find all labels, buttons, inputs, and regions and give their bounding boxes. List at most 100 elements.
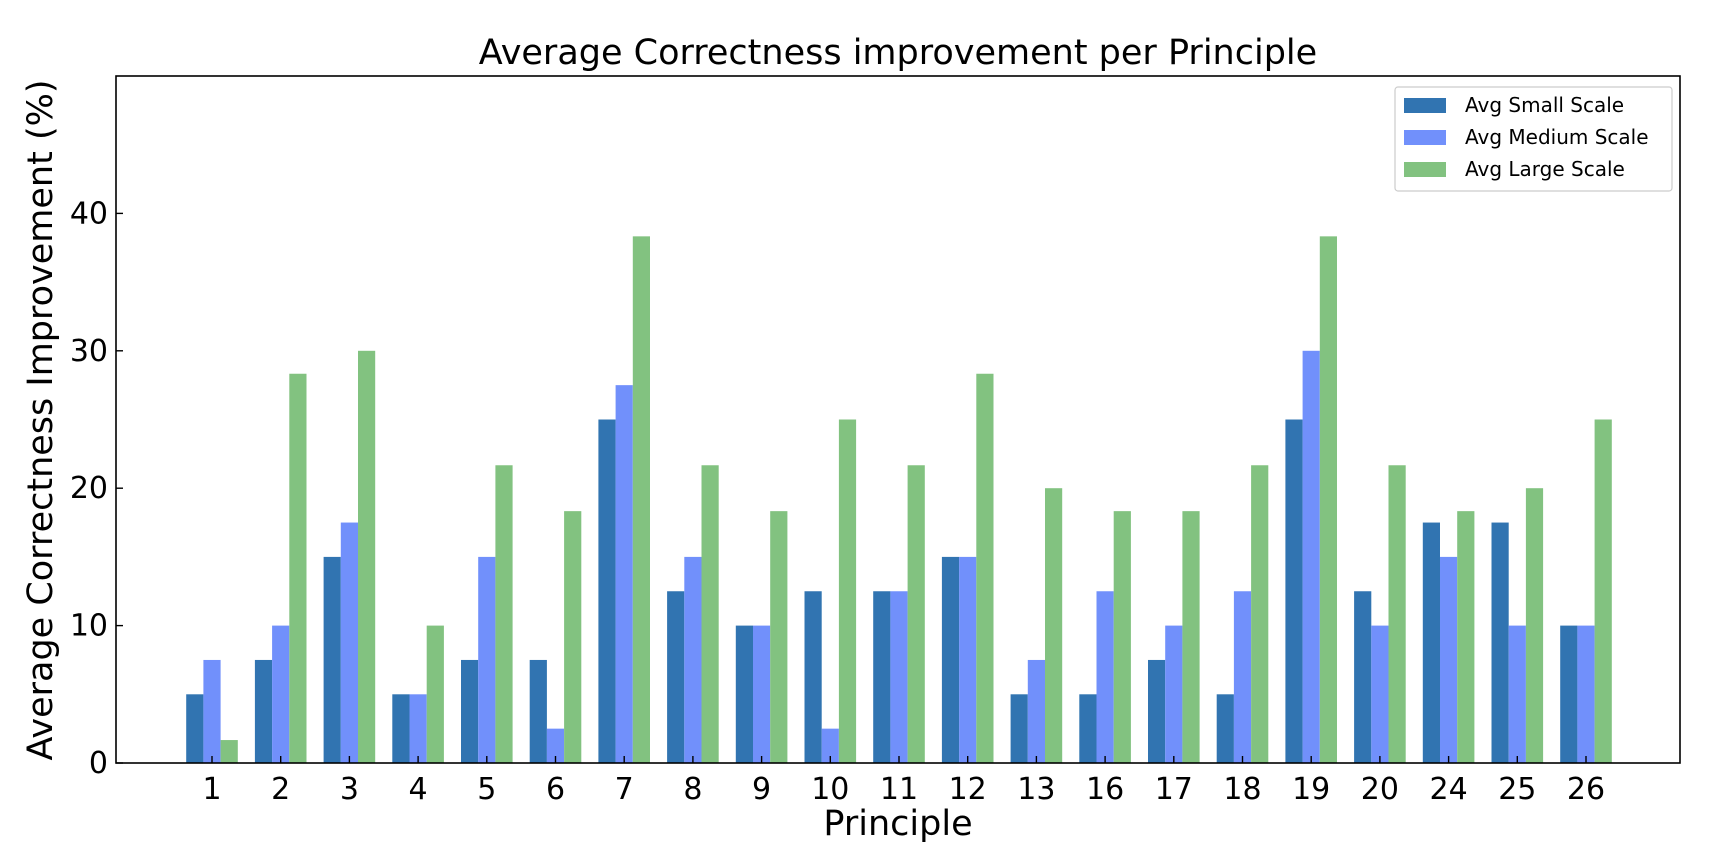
x-tick-label: 18: [1223, 772, 1261, 807]
y-tick-label: 0: [89, 746, 108, 781]
bar-8-series-2: [701, 465, 719, 763]
bar-3-series-2: [358, 350, 376, 763]
x-tick-label: 16: [1086, 772, 1124, 807]
bar-5-series-2: [495, 465, 513, 763]
bar-2-series-1: [272, 625, 290, 763]
bar-7-series-2: [632, 236, 650, 763]
bar-12-series-0: [941, 556, 960, 763]
bar-3-series-1: [340, 522, 358, 763]
bar-24-series-2: [1457, 511, 1475, 763]
bar-8-series-0: [667, 591, 685, 763]
bar-1-series-1: [203, 659, 221, 763]
bar-16-series-1: [1096, 591, 1114, 763]
bar-1-series-0: [186, 694, 204, 763]
y-tick-label: 10: [70, 609, 108, 644]
bar-16-series-2: [1113, 511, 1131, 763]
x-tick-label: 19: [1292, 772, 1330, 807]
legend-box: [1394, 86, 1673, 192]
y-axis-label: Average Correctness Improvement (%): [21, 79, 61, 760]
x-tick-label: 17: [1155, 772, 1193, 807]
bar-19-series-2: [1319, 236, 1337, 763]
y-tick-label: 40: [70, 196, 108, 231]
bar-25-series-2: [1525, 488, 1544, 763]
bar-12-series-2: [976, 373, 994, 763]
bar-19-series-1: [1302, 350, 1320, 763]
bar-11-series-2: [907, 465, 925, 763]
y-tick-label: 20: [70, 471, 108, 506]
bar-2-series-2: [289, 373, 307, 763]
bar-7-series-1: [615, 385, 633, 763]
bar-4-series-0: [392, 694, 410, 763]
x-tick-label: 25: [1498, 772, 1536, 807]
x-tick-label: 24: [1430, 772, 1468, 807]
bar-9-series-1: [753, 625, 771, 763]
x-tick-label: 26: [1567, 772, 1605, 807]
bar-6-series-0: [529, 659, 547, 763]
bars-layer: [186, 236, 1612, 763]
bar-26-series-0: [1560, 625, 1578, 763]
bar-18-series-0: [1216, 694, 1234, 763]
bar-6-series-1: [546, 728, 565, 763]
legend-label: Avg Large Scale: [1465, 157, 1625, 181]
bar-11-series-0: [873, 591, 891, 763]
x-tick-label: 8: [683, 772, 702, 807]
x-tick-label: 20: [1361, 772, 1399, 807]
bar-13-series-2: [1045, 488, 1063, 763]
bar-11-series-1: [890, 591, 908, 763]
x-tick-label: 12: [949, 772, 987, 807]
x-tick-label: 3: [340, 772, 359, 807]
bar-5-series-1: [478, 556, 496, 763]
bar-16-series-0: [1079, 694, 1097, 763]
x-tick-label: 5: [477, 772, 496, 807]
bar-17-series-1: [1165, 625, 1183, 763]
legend: Avg Small Scale Avg Medium Scale Avg Large…: [1394, 86, 1673, 192]
x-tick-label: 2: [271, 772, 290, 807]
bar-3-series-0: [323, 556, 341, 763]
bar-26-series-2: [1594, 419, 1612, 763]
bar-5-series-0: [461, 659, 479, 763]
bar-17-series-2: [1182, 511, 1200, 763]
chart-title: Average Correctness improvement per Prin…: [479, 33, 1317, 73]
bar-19-series-0: [1285, 419, 1303, 763]
bar-20-series-1: [1371, 625, 1389, 763]
x-tick-label: 6: [546, 772, 565, 807]
plot-area-frame: [115, 75, 1681, 764]
bar-24-series-1: [1440, 556, 1458, 763]
bar-8-series-1: [684, 556, 702, 763]
bar-13-series-0: [1010, 694, 1028, 763]
bar-9-series-0: [735, 625, 753, 763]
x-tick-label: 9: [752, 772, 771, 807]
bar-13-series-1: [1027, 659, 1045, 763]
bar-2-series-0: [254, 659, 273, 763]
x-tick-label: 4: [409, 772, 428, 807]
x-tick-label: 7: [615, 772, 634, 807]
bar-17-series-0: [1148, 659, 1166, 763]
bar-25-series-1: [1508, 625, 1526, 763]
legend-label: Avg Small Scale: [1465, 93, 1624, 117]
bar-18-series-1: [1233, 591, 1252, 763]
bar-20-series-2: [1388, 465, 1406, 763]
bar-10-series-0: [804, 591, 822, 763]
legend-swatch: [1404, 130, 1446, 145]
bar-12-series-1: [959, 556, 977, 763]
bar-6-series-2: [564, 511, 582, 763]
legend-swatch: [1404, 98, 1446, 113]
x-tick-label: 10: [811, 772, 849, 807]
x-axis-label: Principle: [823, 804, 972, 844]
bar-7-series-0: [598, 419, 616, 763]
legend-swatch: [1404, 162, 1446, 177]
bar-10-series-2: [838, 419, 857, 763]
bar-4-series-1: [409, 694, 427, 763]
ticks-layer: 1 2 3 4 5 6 7 8 9 10 11 12 13 16 17 18 19 20 24 25 260102030…: [70, 196, 1605, 807]
bar-4-series-2: [426, 625, 444, 763]
bar-10-series-1: [821, 728, 839, 763]
bar-24-series-0: [1422, 522, 1440, 763]
bar-18-series-2: [1251, 465, 1269, 763]
legend-label: Avg Medium Scale: [1465, 125, 1649, 149]
y-tick-label: 30: [70, 334, 108, 369]
x-tick-label: 1: [202, 772, 221, 807]
bar-25-series-0: [1491, 522, 1509, 763]
x-tick-label: 11: [880, 772, 918, 807]
